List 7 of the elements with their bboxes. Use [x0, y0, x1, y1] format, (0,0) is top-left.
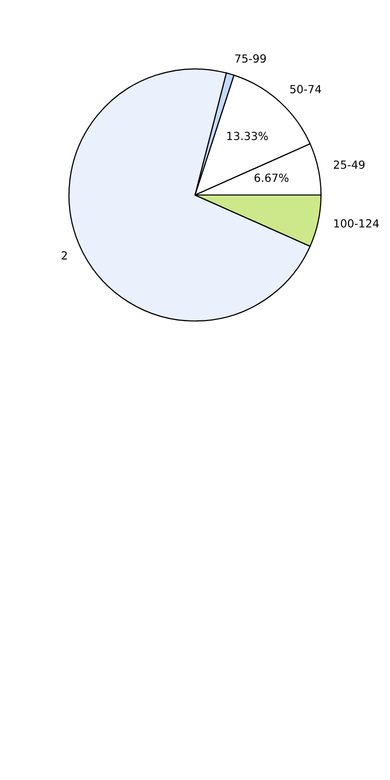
- data-label: 13.33%: [227, 132, 268, 140]
- data-label: 6.67%: [254, 174, 288, 182]
- slice-label: 100-124: [334, 219, 379, 228]
- slice-label: 2: [62, 251, 67, 260]
- slice-label: 75-99: [235, 54, 266, 63]
- slice-label: 25-49: [334, 160, 365, 169]
- slice-label: 50-74: [290, 84, 322, 94]
